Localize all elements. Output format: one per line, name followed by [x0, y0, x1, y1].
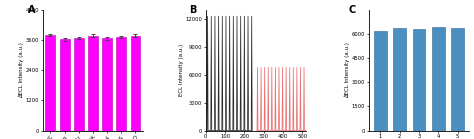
- Y-axis label: ∆ECL Intensity (a.u.): ∆ECL Intensity (a.u.): [345, 42, 350, 98]
- Text: A: A: [27, 5, 35, 15]
- Bar: [130, 36, 140, 131]
- Bar: [393, 28, 406, 131]
- Bar: [116, 37, 126, 131]
- Bar: [432, 27, 445, 131]
- Y-axis label: ∆ECL Intensity (a.u.): ∆ECL Intensity (a.u.): [19, 42, 24, 98]
- Bar: [413, 29, 425, 131]
- Bar: [46, 35, 55, 131]
- Y-axis label: ECL Intensity (a.u.): ECL Intensity (a.u.): [179, 44, 184, 96]
- Bar: [60, 39, 70, 131]
- Bar: [88, 36, 98, 131]
- Text: C: C: [348, 5, 356, 15]
- Text: B: B: [190, 5, 197, 15]
- Bar: [374, 31, 386, 131]
- Bar: [102, 38, 112, 131]
- Bar: [451, 28, 464, 131]
- Bar: [74, 38, 84, 131]
